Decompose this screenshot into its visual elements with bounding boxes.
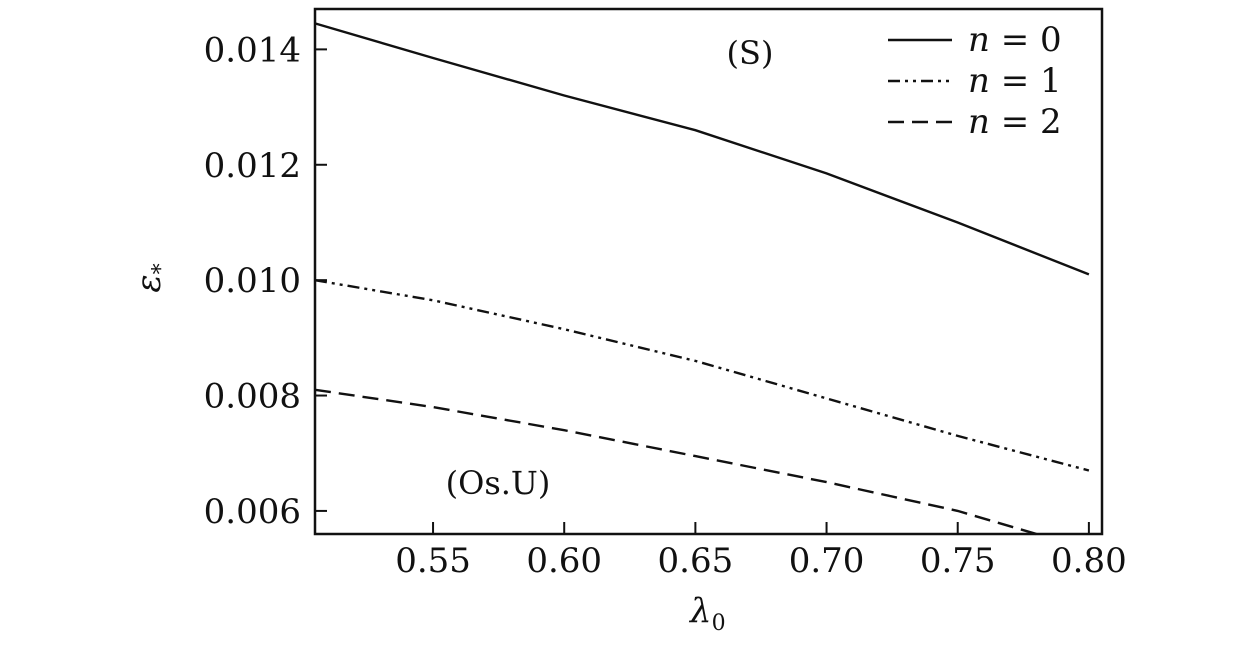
legend-variable: n [968,20,990,60]
y-tick-label: 0.010 [204,261,301,301]
legend-value: 0 [1040,20,1062,60]
legend-label: n = 2 [968,102,1062,142]
legend-label: n = 1 [968,61,1062,101]
y-tick-label: 0.014 [204,30,301,70]
x-axis-title: λ0 [688,591,726,636]
series-line-n1 [314,279,1090,472]
legend-variable: n [968,61,990,101]
y-tick-label: 0.008 [204,377,301,417]
legend: n = 0n = 1n = 2 [888,20,1062,142]
x-tick-label: 0.75 [920,541,996,581]
series-line-n0 [314,22,1090,276]
series-layer [314,22,1090,536]
legend-equals: = [990,61,1040,101]
y-axis-title: ε* [129,263,174,292]
x-axis-title-subscript: 0 [712,611,726,636]
y-tick-label: 0.006 [204,492,301,532]
legend-value: 2 [1040,102,1062,142]
y-axis-title-subscript: * [149,263,174,274]
x-axis-ticks: 0.55 0.60 0.65 0.70 0.75 0.80 [395,522,1127,581]
annotation-os-u: (Os.U) [446,464,551,502]
x-axis-title-symbol: λ [688,591,712,631]
plot-frame [313,7,1104,536]
x-tick-label: 0.70 [789,541,865,581]
series-line-n2 [314,388,1037,536]
x-tick-label: 0.80 [1051,541,1127,581]
legend-label: n = 0 [968,20,1062,60]
y-tick-label: 0.012 [204,146,301,186]
y-axis-ticks: 0.006 0.008 0.010 0.012 0.014 [204,30,327,532]
legend-value: 1 [1040,61,1062,101]
annotation-s: (S) [727,34,774,72]
x-tick-label: 0.60 [526,541,602,581]
y-axis-title-symbol: ε [129,274,169,292]
legend-equals: = [990,102,1040,142]
legend-equals: = [990,20,1040,60]
x-tick-label: 0.65 [658,541,734,581]
legend-variable: n [968,102,990,142]
x-tick-label: 0.55 [395,541,471,581]
